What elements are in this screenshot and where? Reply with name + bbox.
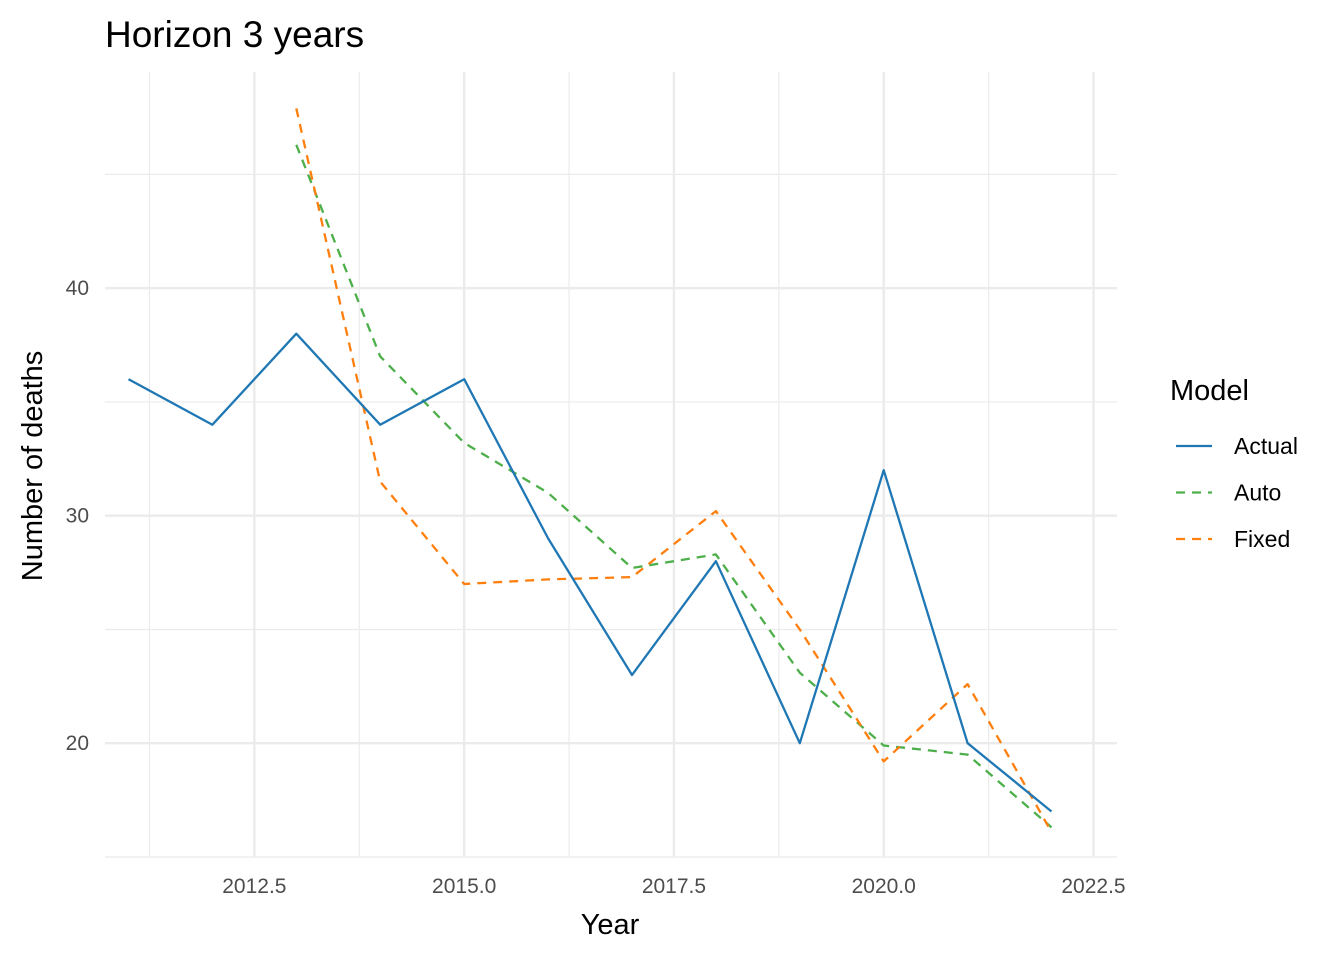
x-tick-label: 2012.5 (222, 875, 286, 898)
x-axis-title: Year (581, 909, 640, 941)
y-axis-ticks: 20 30 40 (66, 277, 89, 755)
series-line-fixed (295, 108, 1053, 833)
legend: Model Actual Auto Fixed (1170, 375, 1298, 552)
legend-title: Model (1170, 375, 1249, 407)
legend-label-fixed: Fixed (1234, 526, 1290, 552)
series-lines (127, 108, 1053, 833)
x-tick-label: 2020.0 (852, 875, 916, 898)
legend-label-actual: Actual (1234, 433, 1298, 459)
y-tick-label: 20 (66, 732, 89, 755)
y-tick-label: 30 (66, 505, 89, 528)
x-tick-label: 2017.5 (642, 875, 706, 898)
y-axis-title: Number of deaths (17, 351, 49, 582)
y-tick-label: 40 (66, 277, 89, 300)
x-tick-label: 2015.0 (432, 875, 496, 898)
series-line-actual (127, 332, 1053, 813)
series-line-auto (295, 144, 1053, 829)
x-axis-ticks: 2012.5 2015.0 2017.5 2020.0 2022.5 (222, 875, 1125, 898)
grid (105, 72, 1117, 858)
legend-label-auto: Auto (1234, 480, 1281, 506)
x-tick-label: 2022.5 (1061, 875, 1125, 898)
chart-title: Horizon 3 years (105, 14, 364, 55)
